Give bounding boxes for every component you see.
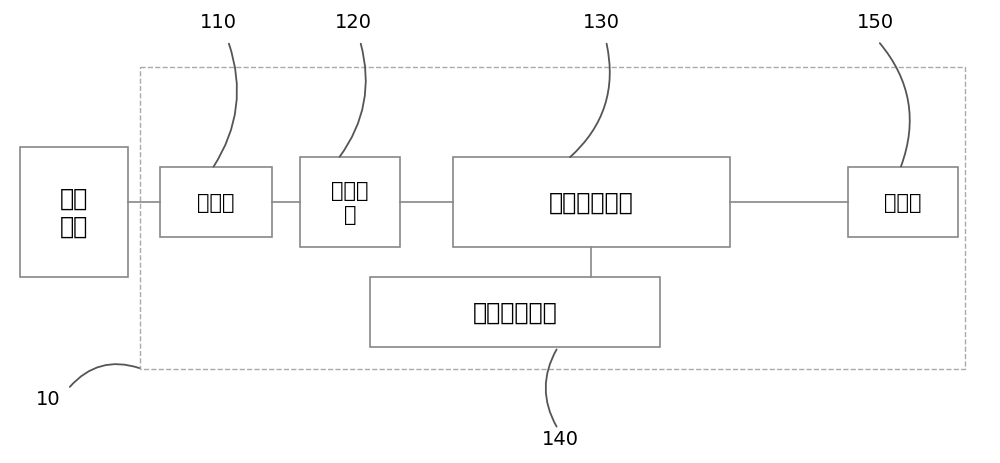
Text: 取样器: 取样器 [884, 193, 922, 213]
Bar [848, 168, 958, 238]
Text: 120: 120 [334, 13, 372, 31]
Bar [140, 68, 965, 369]
Text: 110: 110 [200, 13, 237, 31]
Text: 130: 130 [582, 13, 620, 31]
Bar [300, 158, 400, 247]
Bar [160, 168, 272, 238]
Text: 取样管路装置: 取样管路装置 [549, 191, 634, 214]
Text: 取样
设备: 取样 设备 [60, 187, 88, 238]
Text: 取样阀: 取样阀 [197, 193, 235, 213]
Text: 150: 150 [856, 13, 894, 31]
Bar [453, 158, 730, 247]
Text: 10: 10 [36, 390, 60, 409]
Text: 140: 140 [542, 430, 578, 449]
Text: 真空抽滤装置: 真空抽滤装置 [473, 300, 557, 324]
Bar [370, 277, 660, 347]
Bar [20, 148, 128, 277]
Text: 取样接
头: 取样接 头 [331, 181, 369, 224]
